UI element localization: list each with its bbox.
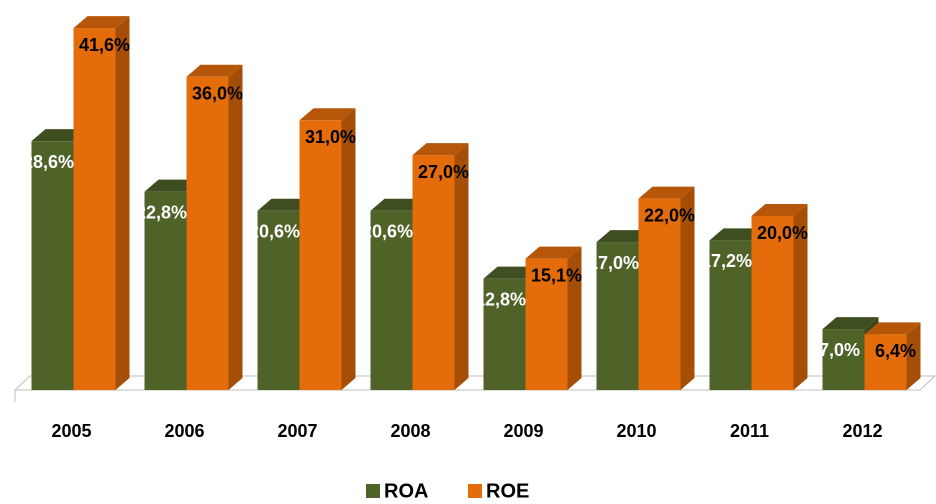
data-label: 20,6%	[362, 222, 413, 242]
bar-side	[115, 16, 130, 391]
bar-side	[228, 64, 243, 391]
data-label: 17,2%	[701, 251, 752, 271]
bar	[299, 108, 356, 391]
data-label: 20,6%	[249, 222, 300, 242]
bar-top	[299, 108, 356, 121]
legend-swatch	[468, 484, 482, 498]
bar-front	[638, 198, 681, 390]
data-label: 15,1%	[531, 265, 582, 285]
data-label: 27,0%	[418, 162, 469, 182]
bar-front	[596, 242, 639, 390]
data-label: 22,0%	[644, 205, 695, 225]
bar-front	[73, 28, 116, 391]
data-label: 41,6%	[79, 35, 130, 55]
data-label: 6,4%	[875, 341, 916, 361]
bar	[638, 186, 695, 390]
bar-front	[299, 120, 342, 391]
bar-front	[483, 278, 526, 390]
data-label: 28,6%	[23, 152, 74, 172]
data-label: 17,0%	[588, 253, 639, 273]
bar	[186, 64, 243, 391]
bar-front	[257, 210, 300, 390]
data-label: 12,8%	[475, 289, 526, 309]
bar-side	[680, 186, 695, 390]
bar-top	[73, 16, 130, 29]
x-tick-label: 2011	[730, 421, 769, 441]
bar-top	[412, 143, 469, 156]
bar	[525, 246, 582, 390]
x-tick-label: 2009	[503, 421, 543, 441]
bar-front	[822, 329, 865, 390]
bar-front	[370, 210, 413, 390]
bar-side	[906, 322, 921, 390]
bar-top	[751, 204, 808, 216]
legend-swatch	[366, 484, 380, 498]
bar-top	[638, 186, 695, 199]
bar	[864, 322, 921, 390]
bar-top	[864, 322, 921, 335]
bar	[412, 143, 469, 390]
x-tick-label: 2012	[842, 421, 882, 441]
data-label: 7,0%	[819, 340, 860, 360]
legend-label: ROE	[486, 480, 529, 502]
x-tick-label: 2008	[390, 421, 430, 441]
bar-top	[186, 64, 243, 77]
bar-top	[525, 246, 582, 259]
bar-side	[454, 143, 469, 390]
x-tick-label: 2006	[164, 421, 204, 441]
bar-top	[822, 317, 879, 330]
bar	[751, 204, 808, 390]
bar-side	[793, 204, 808, 390]
data-label: 20,0%	[757, 223, 808, 243]
bar-front	[186, 76, 229, 391]
data-label: 22,8%	[136, 202, 187, 222]
data-label: 31,0%	[305, 127, 356, 147]
bar-side	[341, 108, 356, 391]
bar-front	[525, 258, 568, 390]
x-tick-label: 2010	[616, 421, 656, 441]
bar-front	[31, 141, 74, 390]
bar-front	[709, 240, 752, 390]
bar-front	[144, 191, 187, 390]
bar-side	[567, 246, 582, 390]
x-tick-label: 2007	[277, 421, 317, 441]
bar-front	[751, 216, 794, 390]
bar-front	[412, 155, 455, 390]
legend-label: ROA	[384, 480, 428, 502]
bar-front	[864, 334, 907, 390]
bar	[73, 16, 130, 391]
data-label: 36,0%	[192, 84, 243, 104]
x-tick-label: 2005	[51, 421, 91, 441]
